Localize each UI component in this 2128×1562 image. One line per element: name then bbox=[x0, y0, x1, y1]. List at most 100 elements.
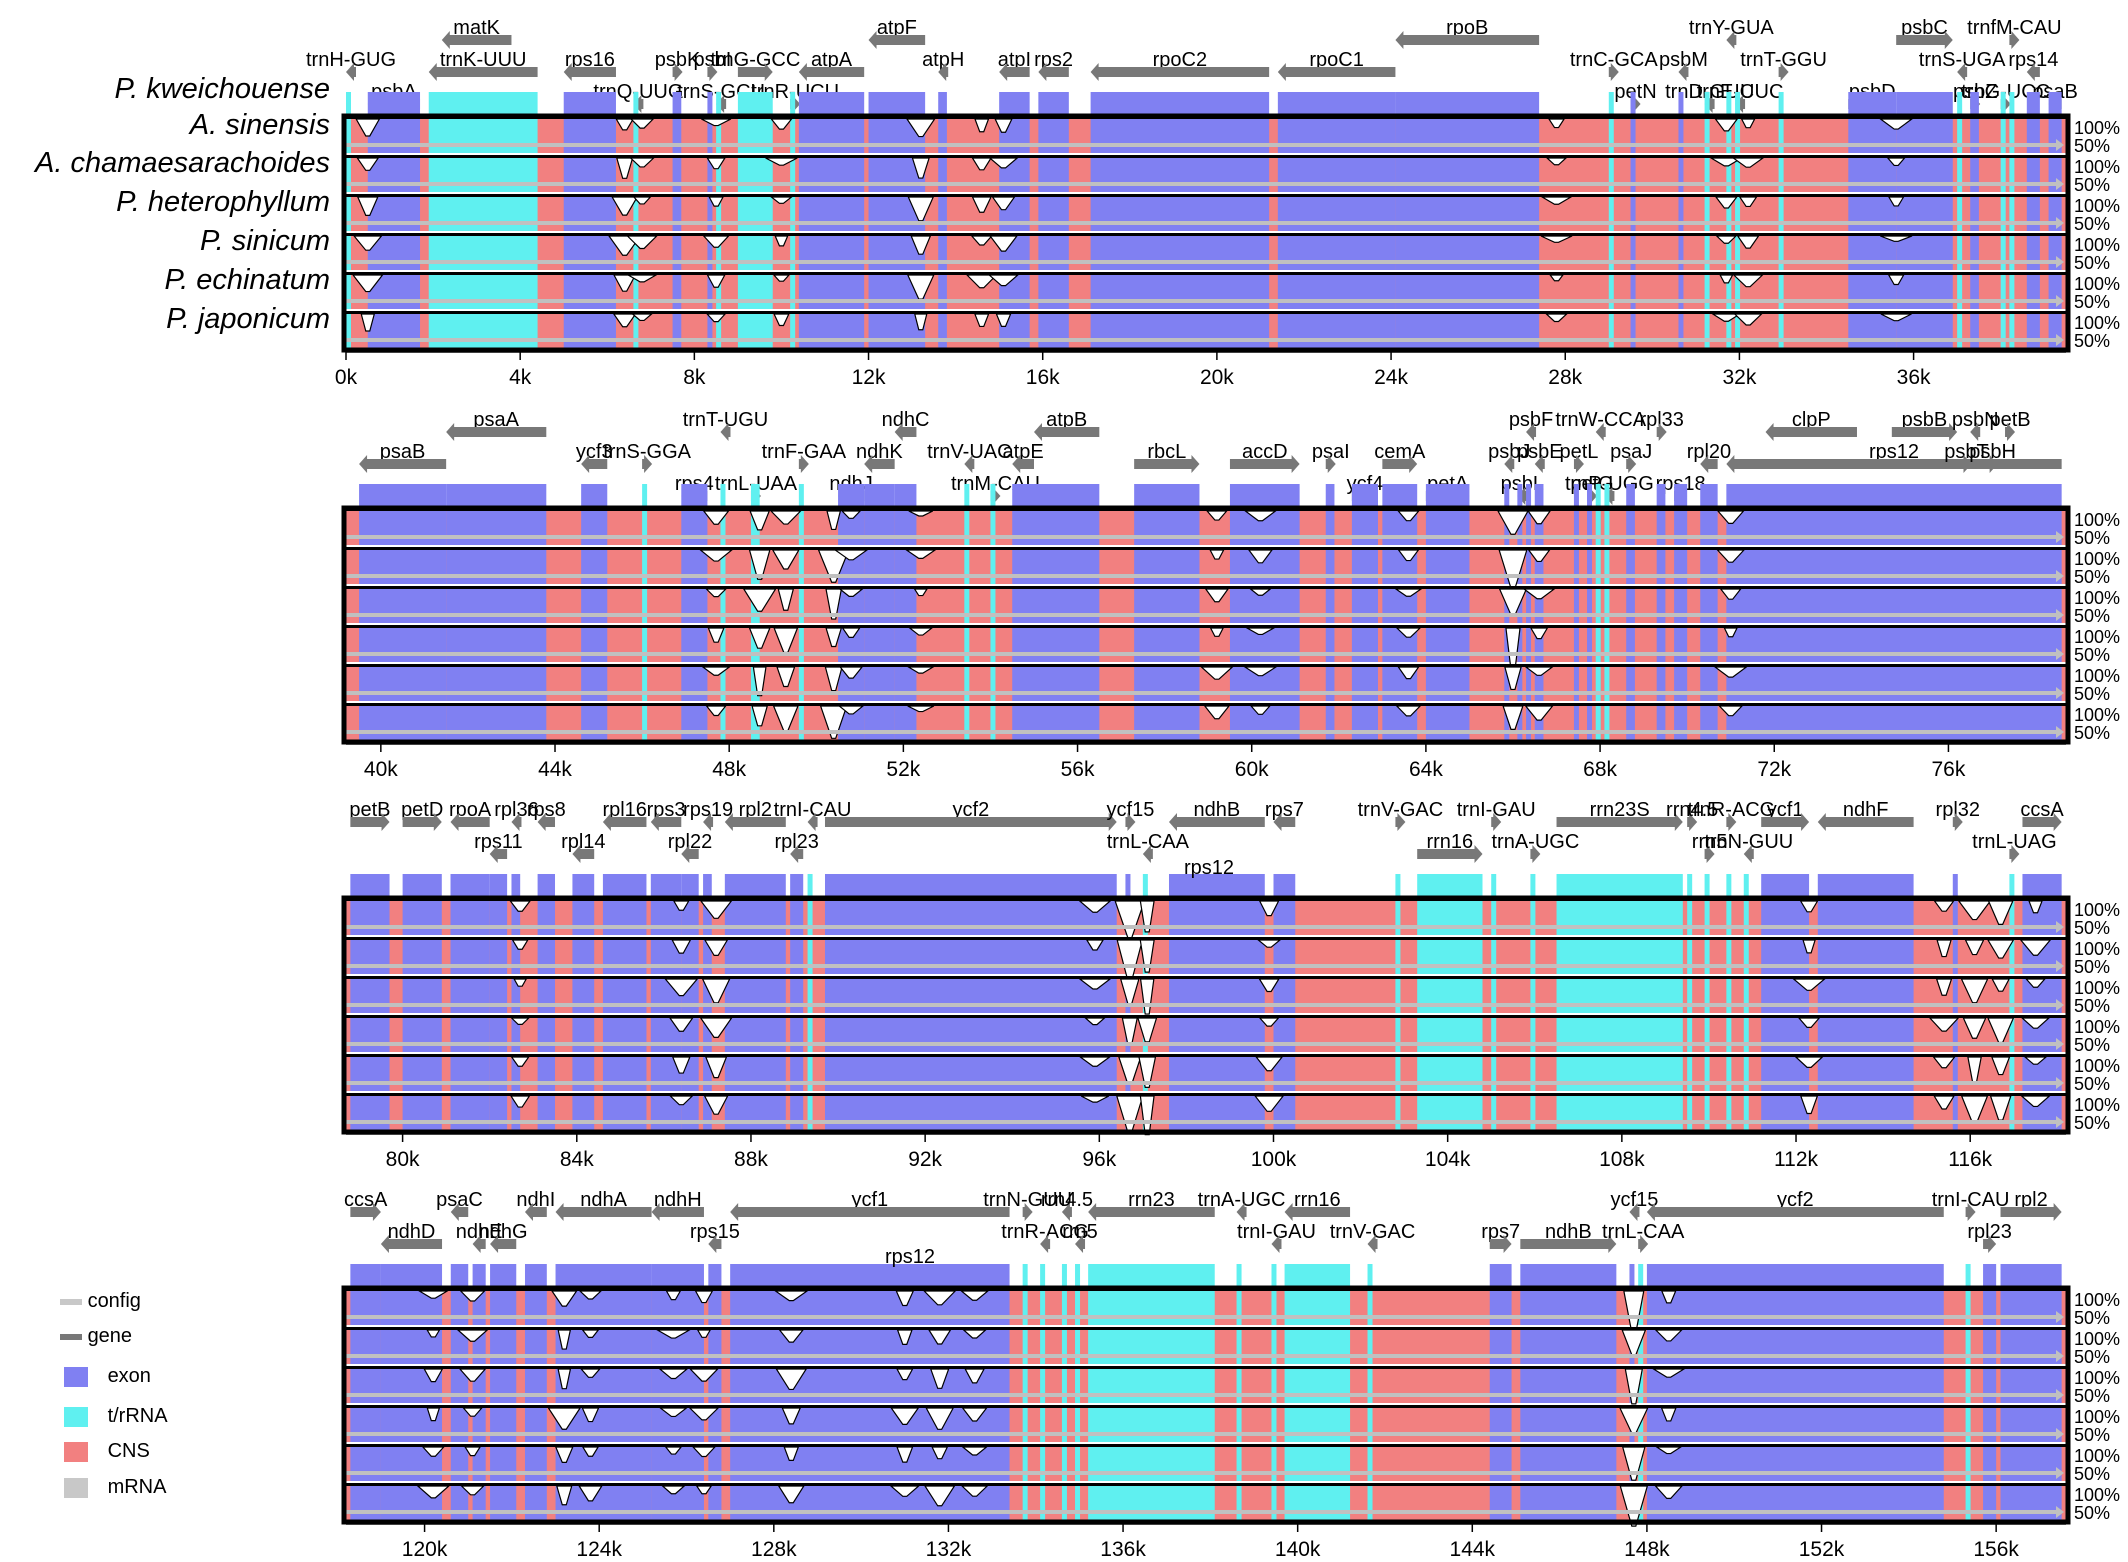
gene-arrow bbox=[572, 845, 595, 863]
percent-label: 50% bbox=[2074, 175, 2110, 195]
track-trna bbox=[1957, 274, 1963, 309]
track-exon bbox=[1646, 1329, 1944, 1364]
track-exon bbox=[350, 1407, 381, 1442]
track-trna bbox=[798, 510, 804, 545]
strip-exon bbox=[1961, 484, 1967, 506]
species-track bbox=[346, 1054, 2066, 1091]
track-trna bbox=[1778, 274, 1784, 309]
track-trna bbox=[807, 1017, 813, 1052]
gene-label: trnG-GCC bbox=[710, 49, 800, 71]
config-arrow-head bbox=[2056, 1506, 2064, 1518]
strip-exon bbox=[1038, 92, 1069, 114]
track-exon bbox=[490, 1368, 517, 1403]
track-exon bbox=[350, 1368, 381, 1403]
strip-exon bbox=[999, 92, 1030, 114]
track-exon bbox=[1817, 939, 1914, 974]
gene-arrow bbox=[450, 813, 490, 831]
strip-exon bbox=[490, 1264, 517, 1286]
gene-arrow bbox=[1504, 455, 1515, 473]
track-exon bbox=[1983, 1290, 1997, 1325]
track-trna bbox=[1965, 1368, 1971, 1403]
gene-arrow bbox=[1142, 845, 1153, 863]
strip-exon bbox=[708, 1264, 722, 1286]
gene-label: rpl2 bbox=[739, 799, 772, 821]
species-track bbox=[346, 116, 2066, 153]
gene-arrow bbox=[964, 455, 975, 473]
gene-label: ndhD bbox=[388, 1221, 436, 1243]
strip-trna bbox=[2000, 92, 2006, 114]
track-trna bbox=[1965, 1290, 1971, 1325]
track-exon bbox=[563, 118, 616, 153]
gene-arrow bbox=[2009, 845, 2020, 863]
track-exon bbox=[1526, 510, 1532, 545]
gene-arrow bbox=[524, 1203, 547, 1221]
gene-label: ndhI bbox=[516, 1189, 555, 1211]
gene-arrow bbox=[555, 1203, 652, 1221]
track-exon bbox=[359, 705, 447, 740]
gene-arrow bbox=[724, 813, 786, 831]
track-exon bbox=[1896, 274, 1953, 309]
strip-exon bbox=[602, 874, 647, 896]
track-exon bbox=[563, 313, 616, 348]
config-arrow bbox=[346, 574, 2058, 578]
track-exon bbox=[1012, 588, 1034, 623]
percent-label: 100% bbox=[2074, 549, 2120, 569]
track-exon bbox=[1891, 705, 1958, 740]
track-exon bbox=[572, 1095, 595, 1130]
config-arrow bbox=[346, 691, 2058, 695]
gene-label: rrn4.5 bbox=[1041, 1189, 1093, 1211]
gene-label: trnS-GGA bbox=[603, 441, 691, 463]
gene-arrow bbox=[1608, 63, 1619, 81]
gene-label: rpl2 bbox=[2014, 1189, 2047, 1211]
track-exon bbox=[824, 900, 1117, 935]
track-exon bbox=[1678, 313, 1684, 348]
gene-arrow bbox=[2009, 31, 2020, 49]
track-trna bbox=[2009, 274, 2015, 309]
track-exon bbox=[1848, 157, 1897, 192]
strip-exon bbox=[1012, 484, 1034, 506]
track-exon bbox=[1517, 705, 1523, 740]
strip-exon bbox=[1761, 874, 1810, 896]
x-tick-label: 148k bbox=[1624, 1538, 1670, 1561]
track-exon bbox=[1626, 510, 1635, 545]
track-exon bbox=[798, 274, 865, 309]
gene-label: psbC bbox=[1901, 17, 1948, 39]
x-tick-label: 84k bbox=[560, 1148, 594, 1171]
track-trna bbox=[1704, 157, 1710, 192]
track-exon bbox=[1587, 705, 1593, 740]
track-exon bbox=[1656, 627, 1666, 662]
gene-label: trnI-GAU bbox=[1237, 1221, 1316, 1243]
track-trna bbox=[1367, 1407, 1373, 1442]
track-trna bbox=[716, 118, 722, 153]
track-trna bbox=[790, 157, 796, 192]
percent-label: 100% bbox=[2074, 978, 2120, 998]
gene-arrow bbox=[1417, 845, 1483, 863]
track-trna bbox=[2009, 978, 2015, 1013]
row-separator bbox=[346, 1483, 2066, 1486]
reference-feature-strip bbox=[346, 92, 2062, 114]
track-trna bbox=[1395, 1095, 1401, 1130]
track-trna bbox=[1367, 1290, 1373, 1325]
track-exon bbox=[1970, 666, 1976, 701]
track-trna bbox=[1957, 118, 1963, 153]
track-exon bbox=[864, 549, 895, 584]
strip-trna bbox=[1530, 874, 1536, 896]
track-exon bbox=[1891, 588, 1958, 623]
x-tick-label: 60k bbox=[1235, 758, 1269, 781]
config-arrow bbox=[346, 1354, 2058, 1358]
percent-label: 100% bbox=[2074, 900, 2120, 920]
track-trna bbox=[1395, 978, 1401, 1013]
track-trna bbox=[807, 978, 813, 1013]
gene-label: rrn16 bbox=[1294, 1189, 1341, 1211]
percent-label: 100% bbox=[2074, 939, 2120, 959]
percent-label: 50% bbox=[2074, 918, 2110, 938]
track-trna bbox=[1061, 1407, 1067, 1442]
strip-trna bbox=[1595, 484, 1601, 506]
track-trna bbox=[1735, 196, 1741, 231]
track-trna bbox=[1726, 235, 1732, 270]
track-trna bbox=[1271, 1368, 1277, 1403]
track-exon bbox=[1573, 705, 1579, 740]
track-trna bbox=[990, 549, 996, 584]
track-exon bbox=[1646, 1368, 1944, 1403]
track-trna bbox=[1595, 705, 1601, 740]
